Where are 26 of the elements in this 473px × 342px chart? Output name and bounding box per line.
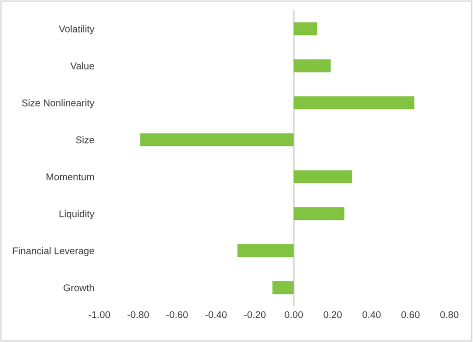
x-tick-label: 0.40 [362, 311, 381, 318]
x-tick-label: 0.00 [284, 311, 303, 318]
bar [294, 96, 414, 110]
bar [237, 244, 294, 258]
y-tick-label: Growth [64, 284, 94, 292]
bar [294, 22, 318, 36]
x-tick-label: -1.00 [88, 311, 110, 318]
bar [294, 59, 331, 72]
x-tick-label: -0.80 [128, 311, 149, 318]
bar [294, 207, 344, 220]
bar [272, 281, 294, 294]
x-tick-label: -0.20 [244, 311, 266, 318]
x-tick-label: -0.60 [166, 311, 188, 318]
y-tick-label: Volatility [58, 25, 94, 34]
x-tick-label: -0.40 [205, 311, 227, 318]
x-tick-label: 0.80 [440, 311, 458, 318]
y-tick-label: Size [76, 136, 94, 144]
x-tick-label: 0.60 [401, 311, 420, 318]
y-tick-label: Size Nonlinearity [22, 99, 94, 108]
y-tick-label: Value [70, 62, 94, 70]
bar [140, 133, 294, 146]
bar [294, 170, 352, 184]
y-tick-label: Financial Leverage [13, 247, 94, 256]
y-tick-label: Liquidity [60, 210, 94, 220]
y-tick-label: Momentum [46, 174, 94, 180]
x-tick-label: 0.20 [324, 311, 342, 318]
